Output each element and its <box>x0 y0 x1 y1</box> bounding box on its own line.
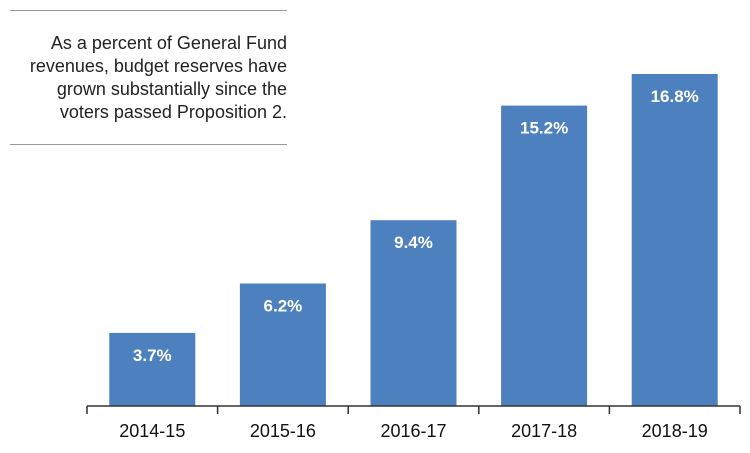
data-label-2018-19: 16.8% <box>651 87 699 106</box>
x-tick-label-2017-18: 2017-18 <box>511 421 577 441</box>
data-label-2015-16: 6.2% <box>264 297 303 316</box>
x-tick-label-2015-16: 2015-16 <box>250 421 316 441</box>
bar-2015-16 <box>239 283 326 406</box>
x-tick-label-2014-15: 2014-15 <box>119 421 185 441</box>
bar-2016-17 <box>370 220 457 406</box>
annotation-text: As a percent of General Fund revenues, b… <box>29 33 287 122</box>
x-tick-label-2016-17: 2016-17 <box>380 421 446 441</box>
bar-2014-15 <box>109 332 196 406</box>
bar-2017-18 <box>501 105 588 406</box>
data-label-2016-17: 9.4% <box>394 233 433 252</box>
data-label-2014-15: 3.7% <box>133 346 172 365</box>
chart-annotation: As a percent of General Fund revenues, b… <box>10 10 287 145</box>
bar-2018-19 <box>631 74 718 406</box>
data-label-2017-18: 15.2% <box>520 119 568 138</box>
x-tick-label-2018-19: 2018-19 <box>642 421 708 441</box>
